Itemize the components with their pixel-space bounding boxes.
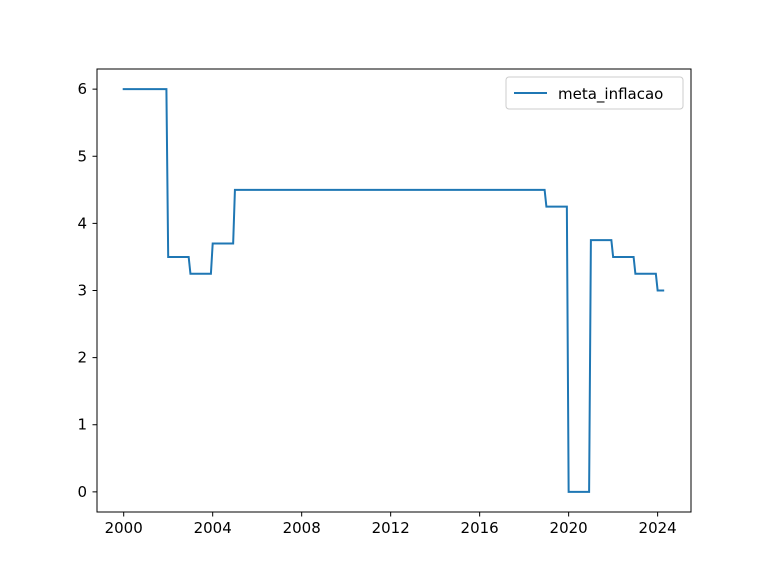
x-tick-label: 2004 bbox=[194, 519, 232, 537]
plot-background bbox=[97, 69, 691, 512]
y-axis: 0 1 2 3 4 5 6 bbox=[77, 80, 97, 501]
x-tick-label: 2000 bbox=[105, 519, 143, 537]
legend-label: meta_inflacao bbox=[558, 85, 663, 104]
y-tick-label: 5 bbox=[77, 147, 87, 165]
x-tick-label: 2016 bbox=[461, 519, 499, 537]
y-tick-label: 3 bbox=[77, 282, 87, 300]
y-tick-label: 0 bbox=[77, 483, 87, 501]
legend-box bbox=[505, 76, 684, 110]
y-tick-label: 6 bbox=[77, 80, 87, 98]
x-axis: 2000 2004 2008 2012 2016 2020 2024 bbox=[105, 512, 677, 537]
y-tick-label: 1 bbox=[77, 416, 87, 434]
y-tick-label: 2 bbox=[77, 349, 87, 367]
x-tick-label: 2020 bbox=[550, 519, 588, 537]
series-layer bbox=[122, 88, 665, 493]
x-tick-label: 2012 bbox=[372, 519, 410, 537]
series-line-0 bbox=[122, 88, 665, 493]
x-tick-label: 2008 bbox=[283, 519, 321, 537]
x-tick-label: 2024 bbox=[639, 519, 677, 537]
y-tick-label: 4 bbox=[77, 214, 87, 232]
legend: meta_inflacao bbox=[505, 76, 684, 110]
